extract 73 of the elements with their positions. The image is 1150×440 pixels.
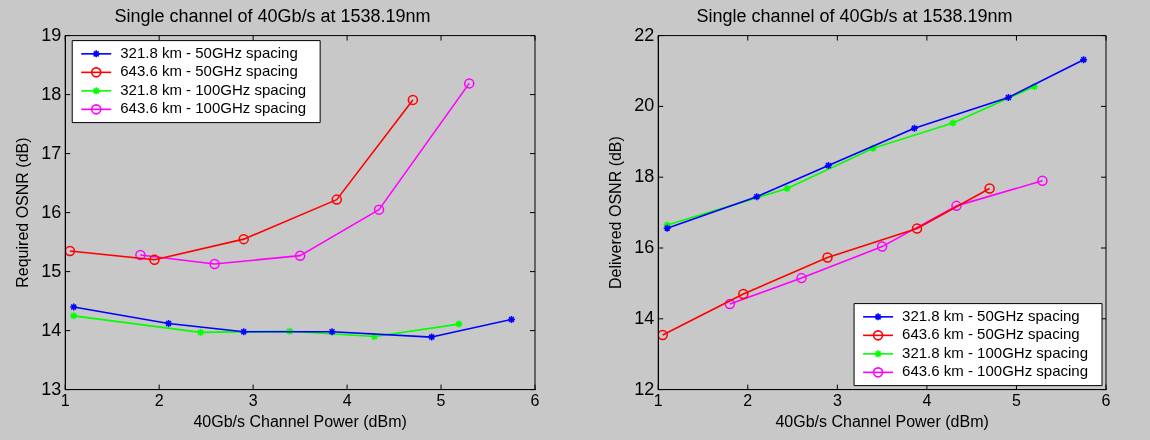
point [782, 184, 792, 193]
point [285, 326, 295, 336]
point [294, 250, 306, 261]
x-axis-title: 40Gb/s Channel Power (dBm) [775, 412, 989, 430]
x-tick-label: 3 [832, 391, 842, 409]
point [724, 298, 736, 310]
x-axis-title: 40Gb/s Channel Power (dBm) [193, 412, 407, 430]
point [868, 143, 878, 153]
point [196, 328, 205, 337]
legend-label: 643.6 km - 50GHz spacing [902, 325, 1080, 343]
point [65, 245, 76, 257]
point [331, 194, 342, 205]
legend-label: 321.8 km - 100GHz spacing [902, 343, 1089, 361]
x-tick-label: 1 [653, 391, 663, 409]
legend-label: 643.6 km - 100GHz spacing [902, 362, 1089, 380]
chart-title: Single channel of 40Gb/s at 1538.19nm [696, 5, 1013, 26]
x-tick-label: 5 [436, 391, 446, 409]
y-tick-label: 16 [41, 201, 62, 222]
legend-label: 643.6 km - 50GHz spacing [120, 62, 298, 80]
y-tick-label: 15 [41, 260, 62, 281]
x-tick-label: 2 [154, 391, 164, 409]
y-tick-label: 22 [634, 24, 655, 45]
y-tick-label: 18 [41, 83, 62, 104]
y-tick-label: 19 [41, 24, 62, 45]
y-tick-label: 13 [41, 378, 62, 399]
y-tick-label: 14 [634, 307, 655, 328]
chart-title: Single channel of 40Gb/s at 1538.19nm [114, 5, 431, 26]
y-tick-label: 20 [634, 95, 655, 116]
y-axis-title: Required OSNR (dB) [14, 137, 32, 288]
x-tick-label: 2 [743, 391, 753, 409]
point [911, 223, 923, 234]
x-tick-label: 6 [530, 391, 540, 409]
point [984, 183, 995, 194]
point [1004, 93, 1013, 102]
y-axis-title: Delivered OSNR (dB) [607, 136, 625, 290]
y-tick-label: 16 [634, 236, 655, 257]
x-tick-label: 1 [60, 391, 70, 409]
legend-label: 321.8 km - 50GHz spacing [120, 43, 298, 61]
point [164, 319, 173, 328]
x-tick-label: 4 [922, 391, 932, 409]
point [327, 327, 337, 337]
point [238, 233, 249, 245]
point [135, 249, 146, 261]
point [407, 94, 419, 106]
point [658, 329, 668, 341]
point [427, 332, 436, 342]
x-tick-label: 3 [248, 391, 258, 409]
point [876, 241, 888, 252]
point [239, 327, 248, 337]
legend-label: 321.8 km - 50GHz spacing [902, 306, 1080, 324]
point [738, 288, 749, 300]
point [824, 161, 833, 170]
point [752, 192, 761, 201]
point [209, 258, 220, 270]
point [910, 124, 919, 133]
point [822, 252, 833, 263]
legend-label: 643.6 km - 100GHz spacing [120, 99, 307, 117]
x-tick-label: 6 [1101, 391, 1111, 409]
legend-label: 321.8 km - 100GHz spacing [120, 80, 307, 98]
y-tick-label: 17 [41, 142, 62, 163]
x-tick-label: 4 [342, 391, 352, 409]
y-tick-label: 18 [634, 166, 655, 187]
point [373, 204, 385, 215]
point [948, 118, 958, 128]
point [1037, 175, 1048, 186]
point [370, 332, 379, 341]
x-tick-label: 5 [1011, 391, 1021, 409]
y-tick-label: 14 [41, 319, 62, 340]
point [463, 78, 475, 89]
point [149, 254, 160, 266]
y-tick-label: 12 [634, 378, 655, 399]
point [796, 272, 807, 284]
point [951, 200, 962, 212]
